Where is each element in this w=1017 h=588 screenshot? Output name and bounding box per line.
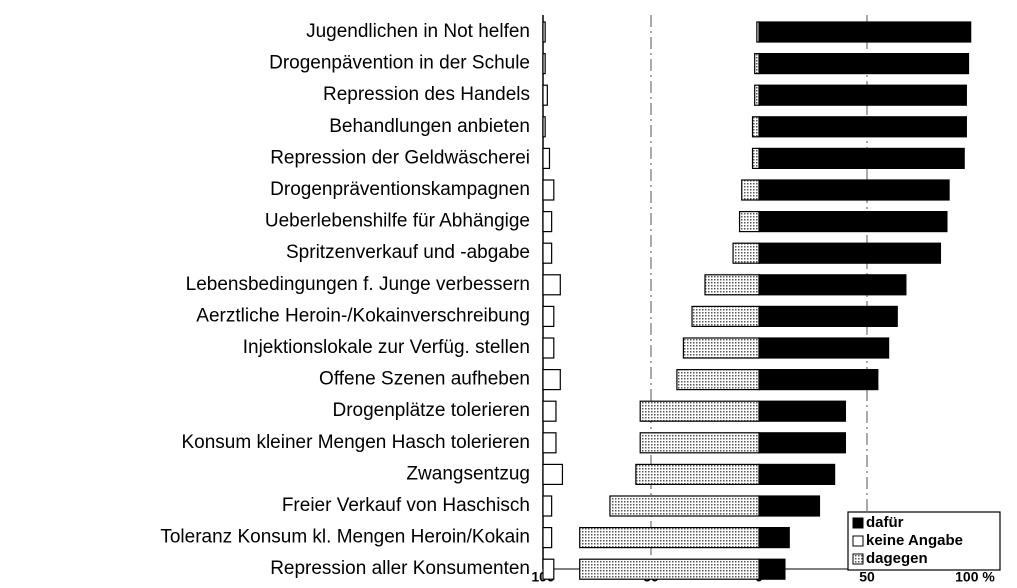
bar — [758, 21, 972, 43]
bar — [542, 463, 564, 485]
legend-label: dafür — [866, 514, 904, 531]
bar — [542, 558, 555, 580]
bar — [738, 211, 760, 233]
x-tick-label: 100 % — [955, 569, 995, 585]
bar — [758, 369, 879, 391]
bar — [542, 211, 553, 233]
bar — [542, 526, 553, 549]
bar — [542, 52, 546, 75]
bar — [758, 432, 847, 454]
bar — [542, 337, 555, 359]
bar — [758, 495, 821, 517]
bar — [758, 52, 970, 75]
bar — [758, 526, 790, 549]
category-label: Spritzenverkauf und -abgabe — [286, 242, 530, 263]
legend-swatch — [852, 535, 864, 547]
bar — [542, 369, 561, 391]
category-label: Jugendlichen in Not helfen — [306, 21, 530, 42]
bar — [758, 400, 847, 422]
bar — [758, 558, 786, 580]
category-label: Drogenplätze tolerieren — [332, 400, 530, 421]
bar — [741, 179, 760, 201]
bar — [542, 432, 557, 454]
bar — [758, 274, 907, 296]
category-label: Aerztliche Heroin-/Kokainverschreibung — [196, 305, 530, 326]
category-label: Repression aller Konsumenten — [270, 558, 530, 579]
x-tick-label: 50 — [859, 569, 875, 585]
category-label: Drogenpräventionskampagnen — [270, 179, 530, 200]
category-label: Lebensbedingungen f. Junge verbessern — [186, 274, 530, 295]
bar — [542, 21, 546, 43]
legend-label: keine Angabe — [866, 532, 963, 549]
bar — [758, 147, 965, 169]
bar — [754, 84, 760, 106]
bar — [542, 116, 546, 138]
bar — [639, 432, 760, 454]
bar — [542, 179, 555, 201]
bar — [635, 463, 760, 485]
bar — [682, 337, 760, 359]
bar — [609, 495, 760, 517]
category-label: Ueberlebenshilfe für Abhängige — [265, 211, 530, 232]
bar — [542, 400, 557, 422]
category-label: Behandlungen anbieten — [329, 116, 530, 137]
category-label: Repression des Handels — [323, 84, 530, 105]
bar — [542, 242, 553, 264]
bar — [758, 211, 948, 233]
bar — [758, 179, 950, 201]
bar — [758, 463, 836, 485]
bar — [754, 52, 760, 75]
bar — [756, 21, 760, 43]
bar — [542, 84, 548, 106]
category-label: Drogenpävention in der Schule — [269, 53, 530, 74]
category-label: Injektionslokale zur Verfüg. stellen — [243, 337, 530, 358]
bar — [758, 116, 967, 138]
bar — [704, 274, 760, 296]
bar — [542, 274, 561, 296]
bar — [542, 147, 551, 169]
category-label: Repression der Geldwäscherei — [270, 147, 530, 168]
bar — [758, 84, 967, 106]
bar — [542, 305, 555, 327]
category-label: Konsum kleiner Mengen Hasch tolerieren — [181, 432, 530, 453]
bar — [751, 116, 760, 138]
legend-swatch — [852, 517, 864, 529]
bar — [579, 558, 760, 580]
category-label: Toleranz Konsum kl. Mengen Heroin/Kokain — [160, 527, 530, 548]
bar — [676, 369, 760, 391]
bar — [751, 147, 760, 169]
bar — [732, 242, 760, 264]
bar — [758, 305, 898, 327]
category-label: Offene Szenen aufheben — [319, 369, 530, 390]
bar — [758, 242, 942, 264]
bar — [639, 400, 760, 422]
category-label: Zwangsentzug — [406, 463, 530, 484]
category-label: Freier Verkauf von Haschisch — [282, 495, 530, 516]
legend-label: dagegen — [866, 550, 928, 567]
legend-box — [847, 511, 1001, 571]
bar — [579, 526, 760, 549]
bar — [542, 495, 553, 517]
bar — [758, 337, 890, 359]
legend-swatch — [852, 553, 864, 565]
bar — [691, 305, 760, 327]
